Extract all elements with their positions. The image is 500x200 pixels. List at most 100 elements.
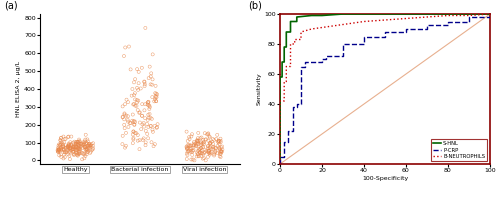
Point: [138, 138, 146, 142]
Point: [72, 144, 80, 148]
Point: [189, 149, 197, 152]
Point: [72, 150, 80, 154]
Point: [57, 136, 65, 140]
Point: [134, 99, 142, 102]
Point: [204, 147, 212, 150]
Point: [198, 146, 206, 149]
Point: [74, 152, 82, 155]
Point: [197, 154, 205, 157]
Point: [193, 151, 201, 154]
Point: [55, 154, 63, 157]
Point: [209, 142, 217, 146]
Point: [78, 143, 86, 146]
Point: [73, 153, 81, 156]
Point: [146, 112, 154, 116]
Point: [124, 115, 132, 118]
Point: [76, 150, 84, 153]
Point: [130, 94, 138, 97]
Point: [74, 154, 82, 157]
Point: [66, 141, 74, 144]
Point: [214, 141, 222, 144]
Point: [129, 113, 137, 116]
Point: [120, 54, 128, 58]
Point: [88, 148, 96, 151]
Point: [68, 149, 76, 152]
Point: [86, 150, 94, 153]
Point: [136, 87, 144, 90]
Point: [188, 158, 196, 161]
Point: [203, 133, 211, 136]
Point: [202, 148, 209, 152]
Point: [210, 153, 218, 156]
Point: [57, 142, 65, 145]
Point: [55, 148, 63, 151]
Point: [72, 142, 80, 145]
Point: [84, 145, 92, 148]
Point: [77, 144, 85, 147]
Point: [187, 147, 195, 150]
Point: [188, 133, 196, 136]
Point: [74, 153, 82, 156]
Point: [57, 153, 65, 156]
Point: [194, 154, 202, 158]
Point: [150, 124, 158, 127]
Point: [216, 139, 224, 142]
Point: [153, 126, 161, 129]
Point: [130, 121, 138, 124]
Point: [55, 148, 63, 152]
Point: [125, 45, 133, 48]
Point: [68, 148, 76, 151]
Point: [200, 141, 208, 144]
Point: [130, 123, 138, 126]
Point: [64, 145, 72, 148]
Point: [75, 150, 83, 154]
Point: [182, 157, 190, 161]
Point: [206, 152, 214, 155]
Point: [184, 139, 192, 143]
Point: [216, 141, 224, 144]
Point: [69, 152, 77, 155]
Point: [206, 146, 214, 150]
Point: [70, 154, 78, 157]
Point: [154, 123, 162, 126]
Point: [74, 143, 82, 147]
Point: [82, 133, 90, 136]
Point: [66, 147, 74, 150]
Point: [64, 144, 72, 148]
Point: [80, 140, 88, 143]
Point: [182, 130, 190, 133]
Point: [80, 143, 88, 146]
Point: [61, 155, 69, 159]
Point: [83, 147, 91, 150]
Point: [130, 123, 138, 126]
Point: [68, 144, 76, 147]
Point: [140, 109, 148, 112]
Point: [131, 120, 139, 123]
Point: [84, 150, 92, 153]
Point: [60, 147, 68, 150]
Point: [74, 140, 82, 143]
Point: [134, 133, 142, 137]
Point: [218, 151, 226, 154]
Point: [124, 101, 132, 104]
Point: [152, 84, 160, 87]
Point: [54, 148, 62, 151]
Point: [196, 151, 204, 154]
Point: [58, 140, 66, 144]
Point: [56, 147, 64, 151]
Point: [210, 145, 218, 148]
Point: [69, 146, 77, 149]
Point: [72, 142, 80, 146]
Point: [62, 144, 70, 147]
Point: [84, 146, 92, 150]
Point: [206, 142, 214, 146]
Point: [204, 139, 212, 142]
Point: [70, 153, 78, 156]
Point: [191, 142, 199, 145]
Point: [194, 149, 202, 152]
Point: [80, 157, 88, 160]
Point: [210, 146, 218, 149]
Point: [69, 147, 77, 151]
Point: [144, 77, 152, 80]
Point: [72, 146, 80, 149]
